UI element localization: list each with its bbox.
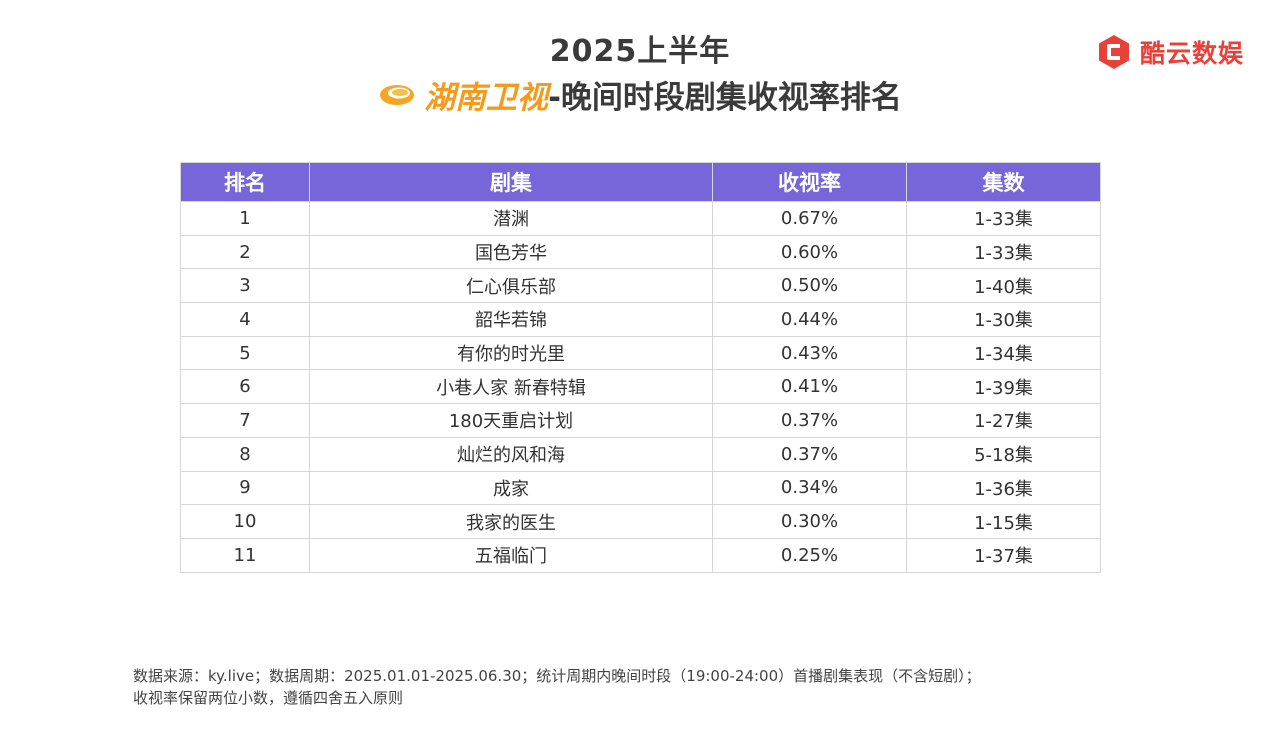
rating-cell: 0.37% — [712, 436, 907, 472]
rating-cell: 0.41% — [712, 369, 907, 405]
drama-cell: 我家的医生 — [309, 504, 713, 539]
rank-cell: 2 — [180, 234, 310, 270]
brand-name: 酷云数娱 — [1139, 39, 1244, 68]
rating-cell: 0.37% — [712, 403, 907, 438]
drama-cell: 有你的时光里 — [309, 335, 713, 371]
episodes-cell: 1-39集 — [906, 369, 1101, 405]
footnote-line-1: 数据来源：ky.live；数据周期：2025.01.01-2025.06.30；… — [133, 667, 981, 685]
drama-cell: 小巷人家 新春特辑 — [309, 369, 713, 405]
rank-cell: 7 — [180, 403, 310, 438]
episodes-cell: 1-37集 — [906, 537, 1101, 573]
drama-cell: 仁心俱乐部 — [309, 268, 713, 304]
rating-cell: 0.30% — [712, 504, 907, 539]
rating-cell: 0.50% — [712, 268, 907, 304]
rank-cell: 6 — [180, 369, 310, 405]
brand: 酷云数娱 — [1096, 34, 1244, 70]
rank-cell: 9 — [180, 470, 310, 506]
rank-cell: 8 — [180, 436, 310, 472]
channel-name: 湖南卫视 — [424, 80, 549, 116]
table-row: 8 灿烂的风和海 0.37% 5-18集 — [180, 436, 1101, 472]
rating-cell: 0.44% — [712, 302, 907, 337]
table-row: 6 小巷人家 新春特辑 0.41% 1-39集 — [180, 369, 1101, 405]
ratings-table: 排名 剧集 收视率 集数 1 潜渊 0.67% 1-33集 2 国色芳华 0.6… — [180, 162, 1101, 573]
drama-cell: 五福临门 — [309, 537, 713, 573]
episodes-cell: 5-18集 — [906, 436, 1101, 472]
table-row: 11 五福临门 0.25% 1-37集 — [180, 537, 1101, 573]
column-header-drama: 剧集 — [309, 162, 713, 202]
page-title: 湖南卫视-晚间时段剧集收视率排名 — [0, 72, 1280, 117]
column-header-episodes: 集数 — [906, 162, 1101, 202]
rank-cell: 10 — [180, 504, 310, 539]
rank-cell: 4 — [180, 302, 310, 337]
table-row: 7 180天重启计划 0.37% 1-27集 — [180, 403, 1101, 438]
rating-cell: 0.67% — [712, 201, 907, 236]
episodes-cell: 1-15集 — [906, 504, 1101, 539]
rank-cell: 3 — [180, 268, 310, 304]
rank-cell: 5 — [180, 335, 310, 371]
episodes-cell: 1-34集 — [906, 335, 1101, 371]
title-year: 2025上半年 — [549, 34, 731, 69]
drama-cell: 国色芳华 — [309, 234, 713, 270]
rank-cell: 1 — [180, 201, 310, 236]
rating-cell: 0.34% — [712, 470, 907, 506]
rating-cell: 0.60% — [712, 234, 907, 270]
table-row: 3 仁心俱乐部 0.50% 1-40集 — [180, 268, 1101, 304]
table-row: 1 潜渊 0.67% 1-33集 — [180, 201, 1101, 236]
table-row: 4 韶华若锦 0.44% 1-30集 — [180, 302, 1101, 337]
table-header-row: 排名 剧集 收视率 集数 — [180, 162, 1101, 202]
drama-cell: 成家 — [309, 470, 713, 506]
episodes-cell: 1-30集 — [906, 302, 1101, 337]
footnote-line-2: 收视率保留两位小数，遵循四舍五入原则 — [133, 689, 404, 707]
drama-cell: 180天重启计划 — [309, 403, 713, 438]
drama-cell: 韶华若锦 — [309, 302, 713, 337]
footnote: 数据来源：ky.live；数据周期：2025.01.01-2025.06.30；… — [133, 665, 981, 709]
episodes-cell: 1-33集 — [906, 201, 1101, 236]
kuyun-logo-icon — [1098, 35, 1129, 69]
episodes-cell: 1-40集 — [906, 268, 1101, 304]
drama-cell: 灿烂的风和海 — [309, 436, 713, 472]
episodes-cell: 1-33集 — [906, 234, 1101, 270]
table-row: 9 成家 0.34% 1-36集 — [180, 470, 1101, 506]
column-header-rating: 收视率 — [712, 162, 907, 202]
hunan-tv-logo-icon — [378, 79, 416, 115]
table-row: 10 我家的医生 0.30% 1-15集 — [180, 504, 1101, 539]
table-row: 5 有你的时光里 0.43% 1-34集 — [180, 335, 1101, 371]
drama-cell: 潜渊 — [309, 201, 713, 236]
title-rest: -晚间时段剧集收视率排名 — [548, 80, 902, 116]
rank-cell: 11 — [180, 537, 310, 573]
rating-cell: 0.25% — [712, 537, 907, 573]
rating-cell: 0.43% — [712, 335, 907, 371]
table-row: 2 国色芳华 0.60% 1-33集 — [180, 234, 1101, 270]
episodes-cell: 1-36集 — [906, 470, 1101, 506]
column-header-rank: 排名 — [180, 162, 310, 202]
episodes-cell: 1-27集 — [906, 403, 1101, 438]
